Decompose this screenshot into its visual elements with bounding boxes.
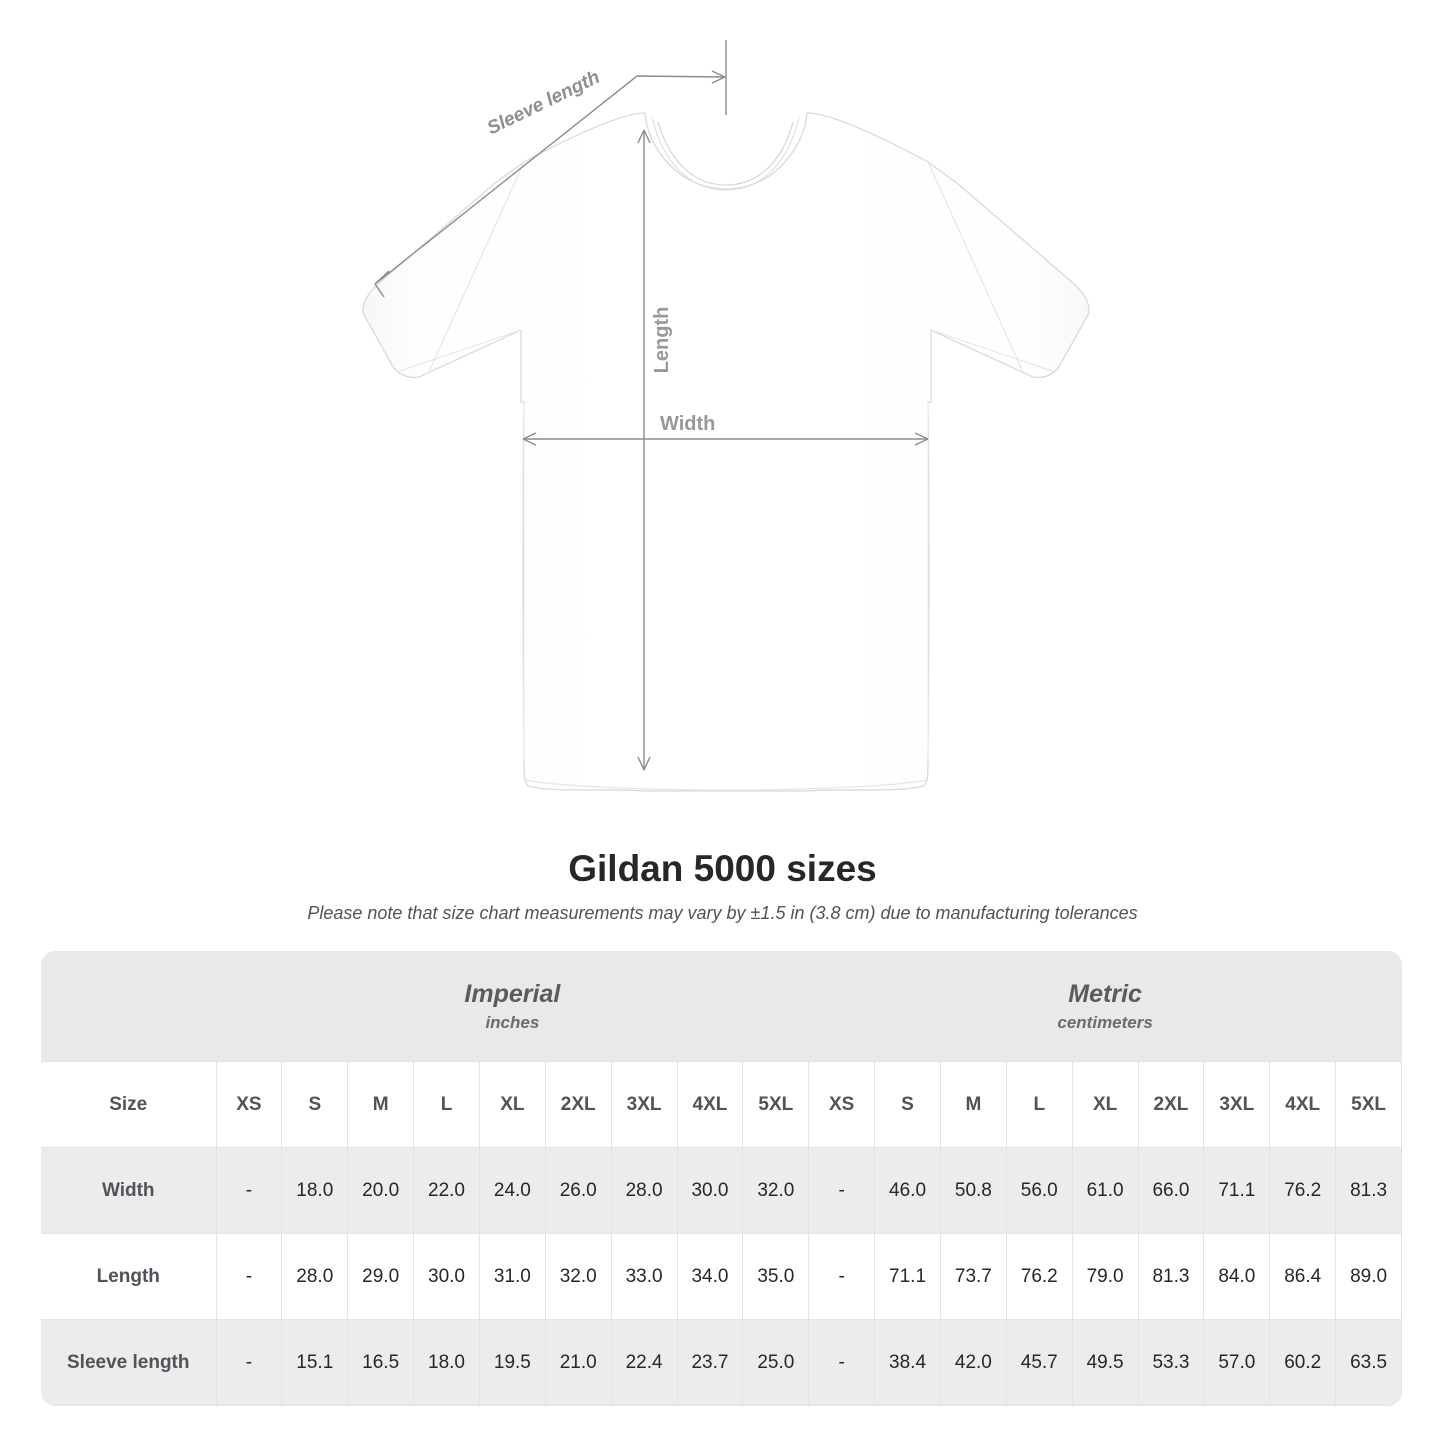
- svg-text:Width: Width: [660, 413, 715, 435]
- svg-text:Length: Length: [651, 307, 673, 374]
- svg-text:Sleeve length: Sleeve length: [484, 67, 603, 140]
